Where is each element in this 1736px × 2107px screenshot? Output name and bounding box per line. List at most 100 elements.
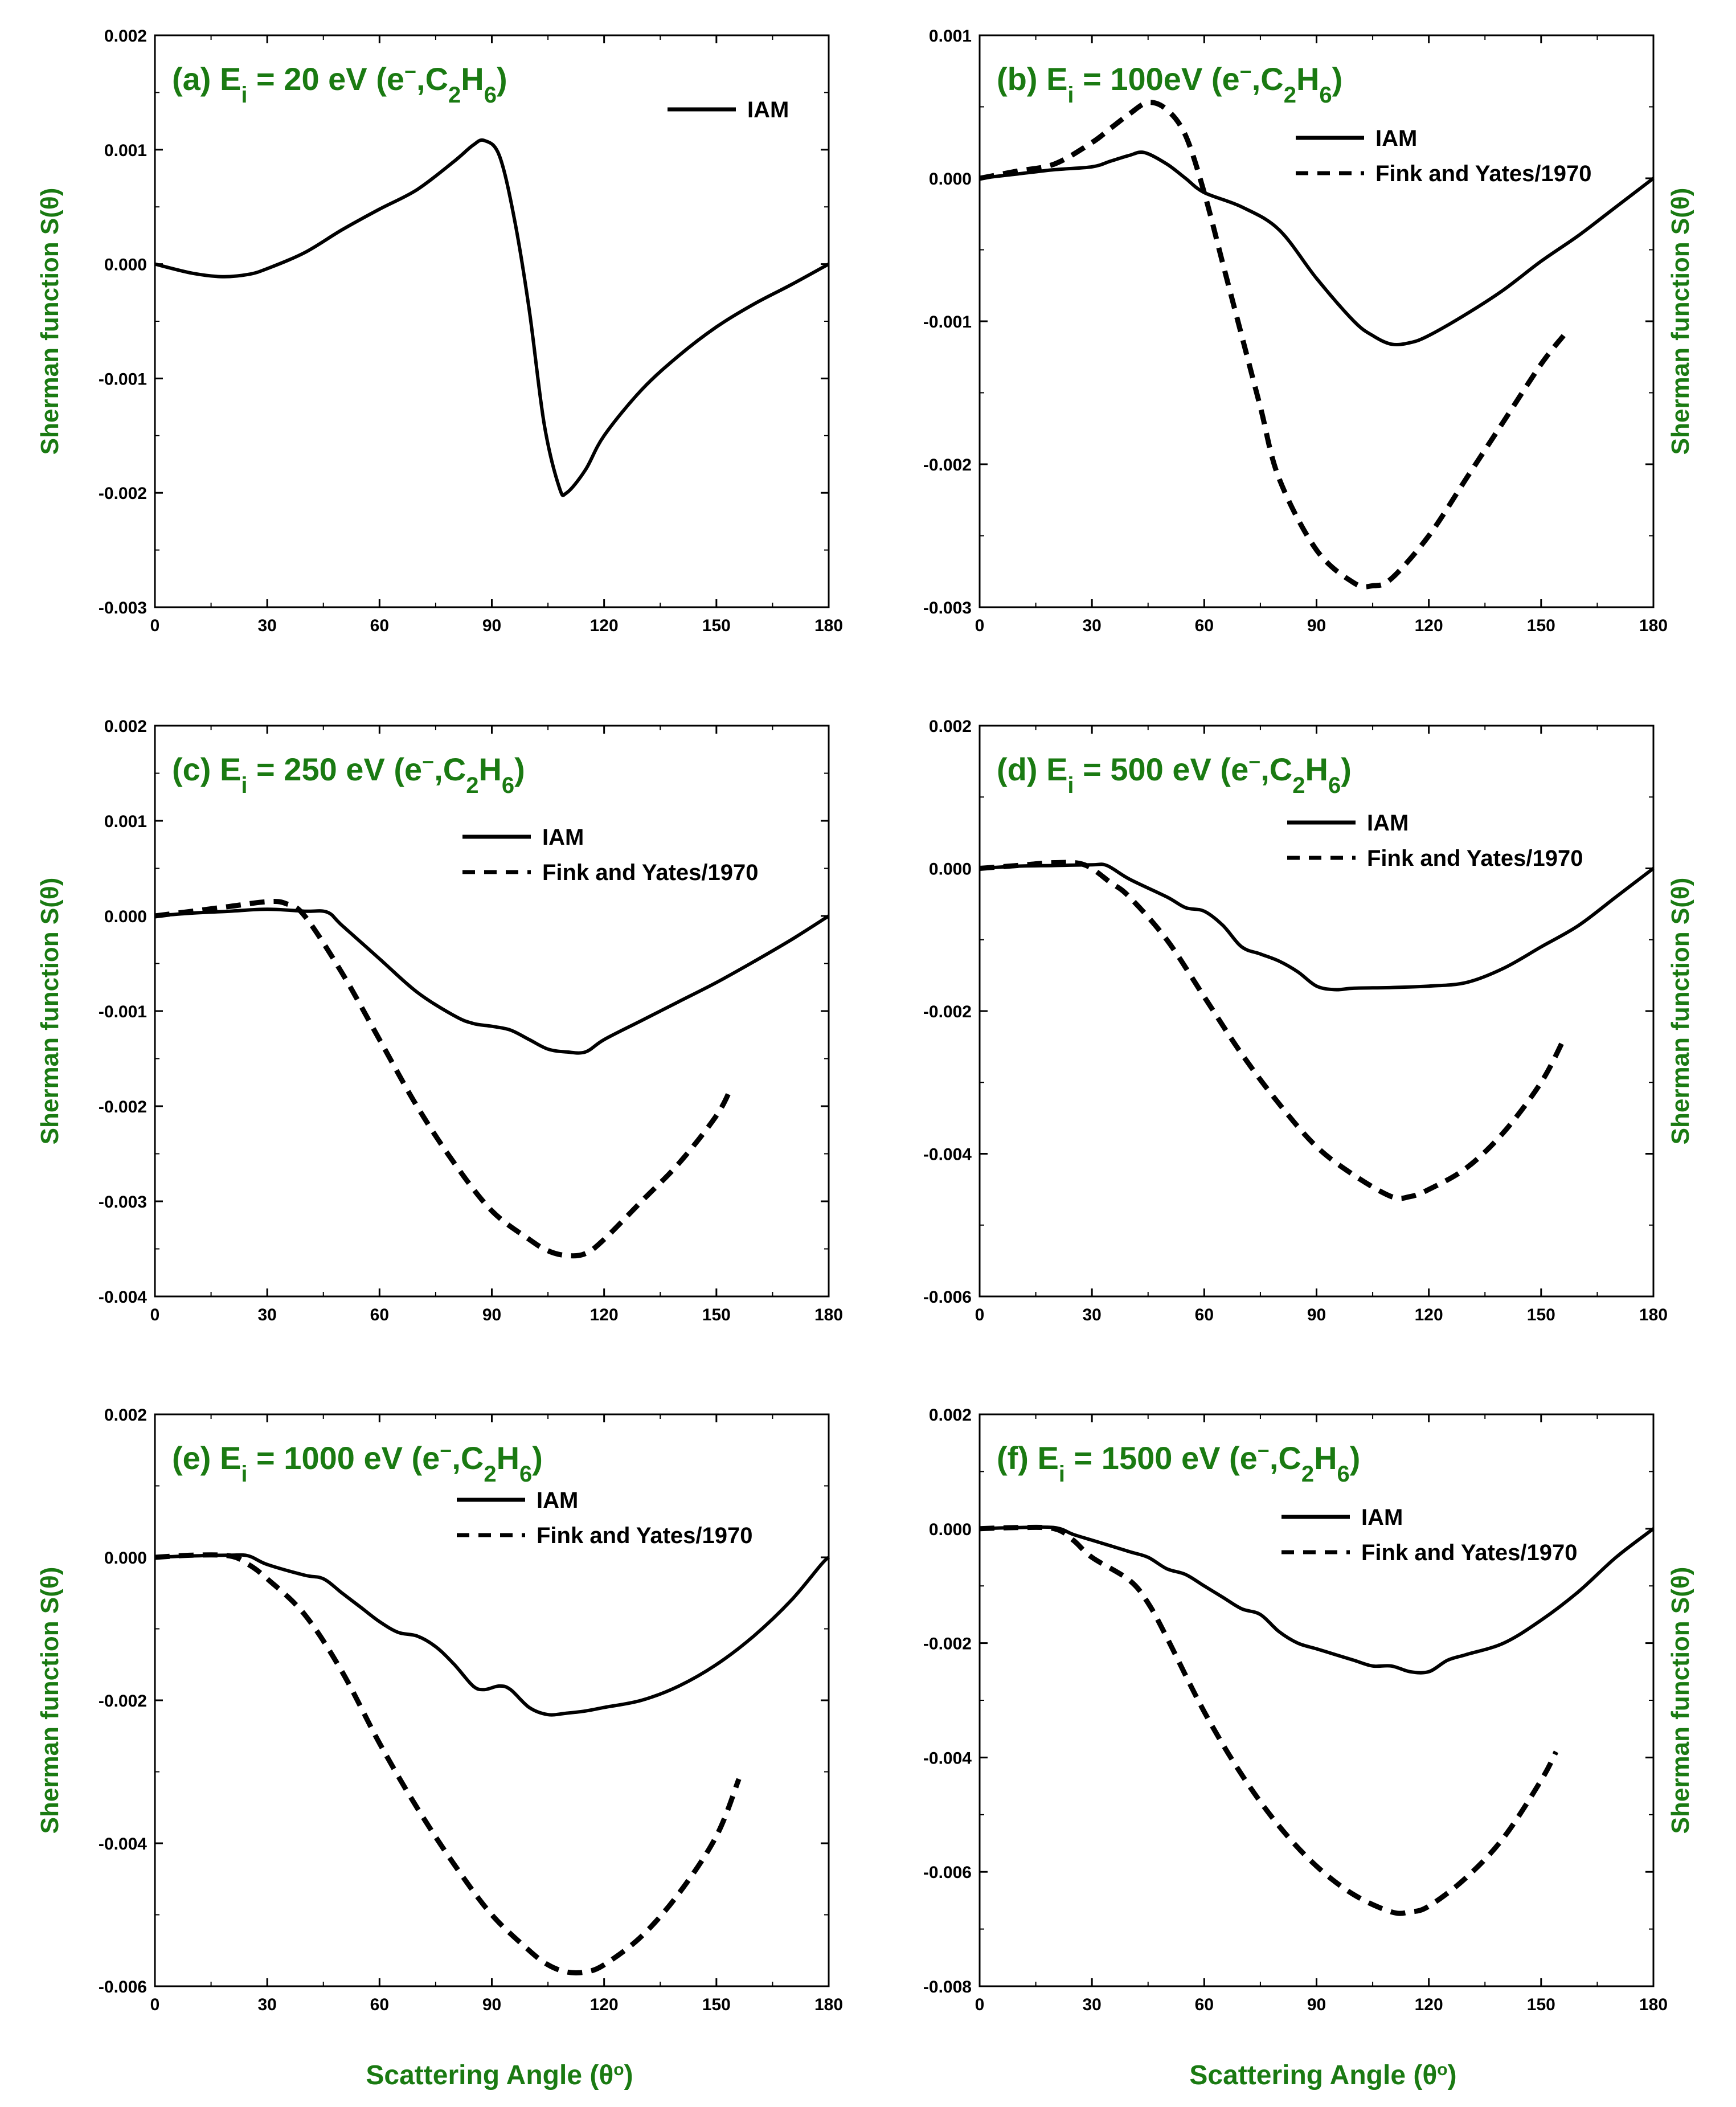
y-tick-label: 0.002 [104,717,147,736]
panel-title-part: − [440,1439,452,1462]
panel-title-part: = 100eV (e [1074,61,1240,97]
y-tick-label: -0.002 [923,456,972,474]
x-axis-title-main: Scattering Angle (θ [366,2060,613,2090]
panel-title-part: 6 [1319,83,1332,108]
panel-title-part: (a) E [172,61,241,97]
panel-title: (b) Ei = 100eV (e−,C2H6) [997,60,1342,108]
plot-frame [978,34,1655,608]
series-line-fink-yates [979,860,1566,1201]
panel-title-part: ) [1332,61,1343,97]
panels: 0 30 60 90 120 150 1800.0020.0010.000-0.001-0.… [36,27,1694,2014]
x-tick-label: 180 [1639,1306,1668,1324]
panel-title-part: ) [514,751,525,787]
series-line-fink-yates [154,1552,742,1975]
x-tick-label: 0 [150,1995,160,2014]
y-tick-label: -0.006 [923,1288,972,1307]
x-tick-label: 90 [482,1306,501,1324]
legend-label: IAM [1375,126,1417,151]
series-line-iam [154,907,830,1055]
panel-title-part: − [1248,750,1260,774]
x-tick-label: 120 [1415,1306,1443,1324]
panel-title-part: (c) E [172,751,241,787]
legend-label: IAM [537,1488,578,1513]
legend-label: Fink and Yates/1970 [537,1523,752,1548]
panel-title-part: (b) E [997,61,1067,97]
x-tick-label: 0 [975,616,985,635]
legend-label: Fink and Yates/1970 [1367,846,1583,871]
panel-b: 0 30 60 90 120 150 180 0.001 0.000 -0.001 -0.002 -0… [923,27,1694,635]
panel-title-part: (e) E [172,1440,241,1476]
series-line-iam [154,1553,830,1717]
x-tick-label: 150 [1527,1306,1555,1324]
panel-title-part: = 250 eV (e [247,751,422,787]
panel-f: 0 30 60 90 120 150 180 0.002 0.000 -0.002 -0.004 -0… [923,1406,1694,2014]
panel-title-part: ) [1341,751,1352,787]
y-axis-title: Sherman function S(θ) [1667,878,1694,1145]
panel-title-part: = 20 eV (e [247,61,404,97]
panel-title-part: ,C [416,61,448,97]
x-tick-label: 90 [482,616,501,635]
panel-title-part: ,C [434,751,466,787]
panel-title-part: ) [532,1440,543,1476]
panel-a: 0 30 60 90 120 150 180 0.002 0.001 0.000 -0.001 -0.… [36,27,843,635]
legend-label: IAM [1361,1505,1403,1530]
x-axis-title-right: Scattering Angle (θo) [1189,2060,1456,2091]
panel-title-part: i [1059,1462,1065,1487]
y-tick-label: 0.000 [104,907,147,926]
x-axis-title-end: ) [624,2060,633,2090]
x-tick-label: 60 [1195,1995,1214,2014]
panel-title-part: 2 [1284,83,1296,108]
legend-label: IAM [1367,811,1409,836]
panel-title-part: i [1067,83,1074,108]
x-tick-label: 60 [370,616,389,635]
series-line-fink-yates [979,100,1566,590]
panel-title-part: H [1305,751,1328,787]
panel-title-part: H [461,61,484,97]
panel-title-part: 6 [484,83,497,108]
series-line-iam [979,1525,1655,1675]
y-axis-title: Sherman function S(θ) [36,188,64,455]
panel-title-part: − [404,60,416,83]
panel-title: (d) Ei = 500 eV (e−,C2H6) [997,750,1352,799]
x-tick-label: 30 [257,616,276,635]
y-tick-label: 0.002 [929,717,972,736]
y-tick-label: -0.003 [923,599,972,617]
panel-title-part: H [1314,1440,1337,1476]
panel-c: 0 30 60 90 120 150 180 0.002 0.001 0.000 -0.001 -0.… [36,717,843,1324]
x-tick-label: 180 [814,616,843,635]
legend-label: Fink and Yates/1970 [542,860,758,885]
panel-title-part: H [497,1440,519,1476]
panel-title-part: i [241,83,247,108]
panel-title-part: ,C [452,1440,484,1476]
y-axis-title: Sherman function S(θ) [1667,1567,1694,1834]
y-tick-label: -0.004 [99,1288,147,1307]
x-axis-title-sup: o [1437,2060,1447,2079]
y-tick-label: 0.000 [104,256,147,275]
panel-title-part: ) [1350,1440,1361,1476]
panel-title-part: = 500 eV (e [1074,751,1249,787]
panel-title-part: − [1240,60,1252,83]
x-tick-label: 150 [702,1995,731,2014]
panel-title-part: (d) E [997,751,1067,787]
panel-title-part: = 1000 eV (e [247,1440,440,1476]
panel-title-part: i [241,773,247,798]
series-line-iam [154,138,830,497]
x-axis-title-left: Scattering Angle (θo) [366,2060,633,2091]
x-tick-label: 180 [1639,1995,1668,2014]
panel-title-part: i [241,1462,247,1487]
y-tick-label: -0.006 [99,1978,147,1996]
y-tick-label: -0.002 [923,1635,972,1654]
y-tick-label: 0.002 [104,1406,147,1425]
y-tick-label: 0.001 [104,812,147,831]
x-tick-label: 0 [975,1995,985,2014]
x-tick-label: 30 [1082,616,1101,635]
x-tick-label: 120 [590,1306,619,1324]
y-tick-label: -0.003 [99,599,147,617]
x-axis-title-end: ) [1448,2060,1457,2090]
x-tick-label: 30 [1082,1306,1101,1324]
panel-title-part: ) [497,61,507,97]
y-tick-label: -0.002 [99,1692,147,1711]
panel-title: (c) Ei = 250 eV (e−,C2H6) [172,750,525,799]
series-line-fink-yates [979,1524,1559,1916]
x-tick-label: 30 [1082,1995,1101,2014]
